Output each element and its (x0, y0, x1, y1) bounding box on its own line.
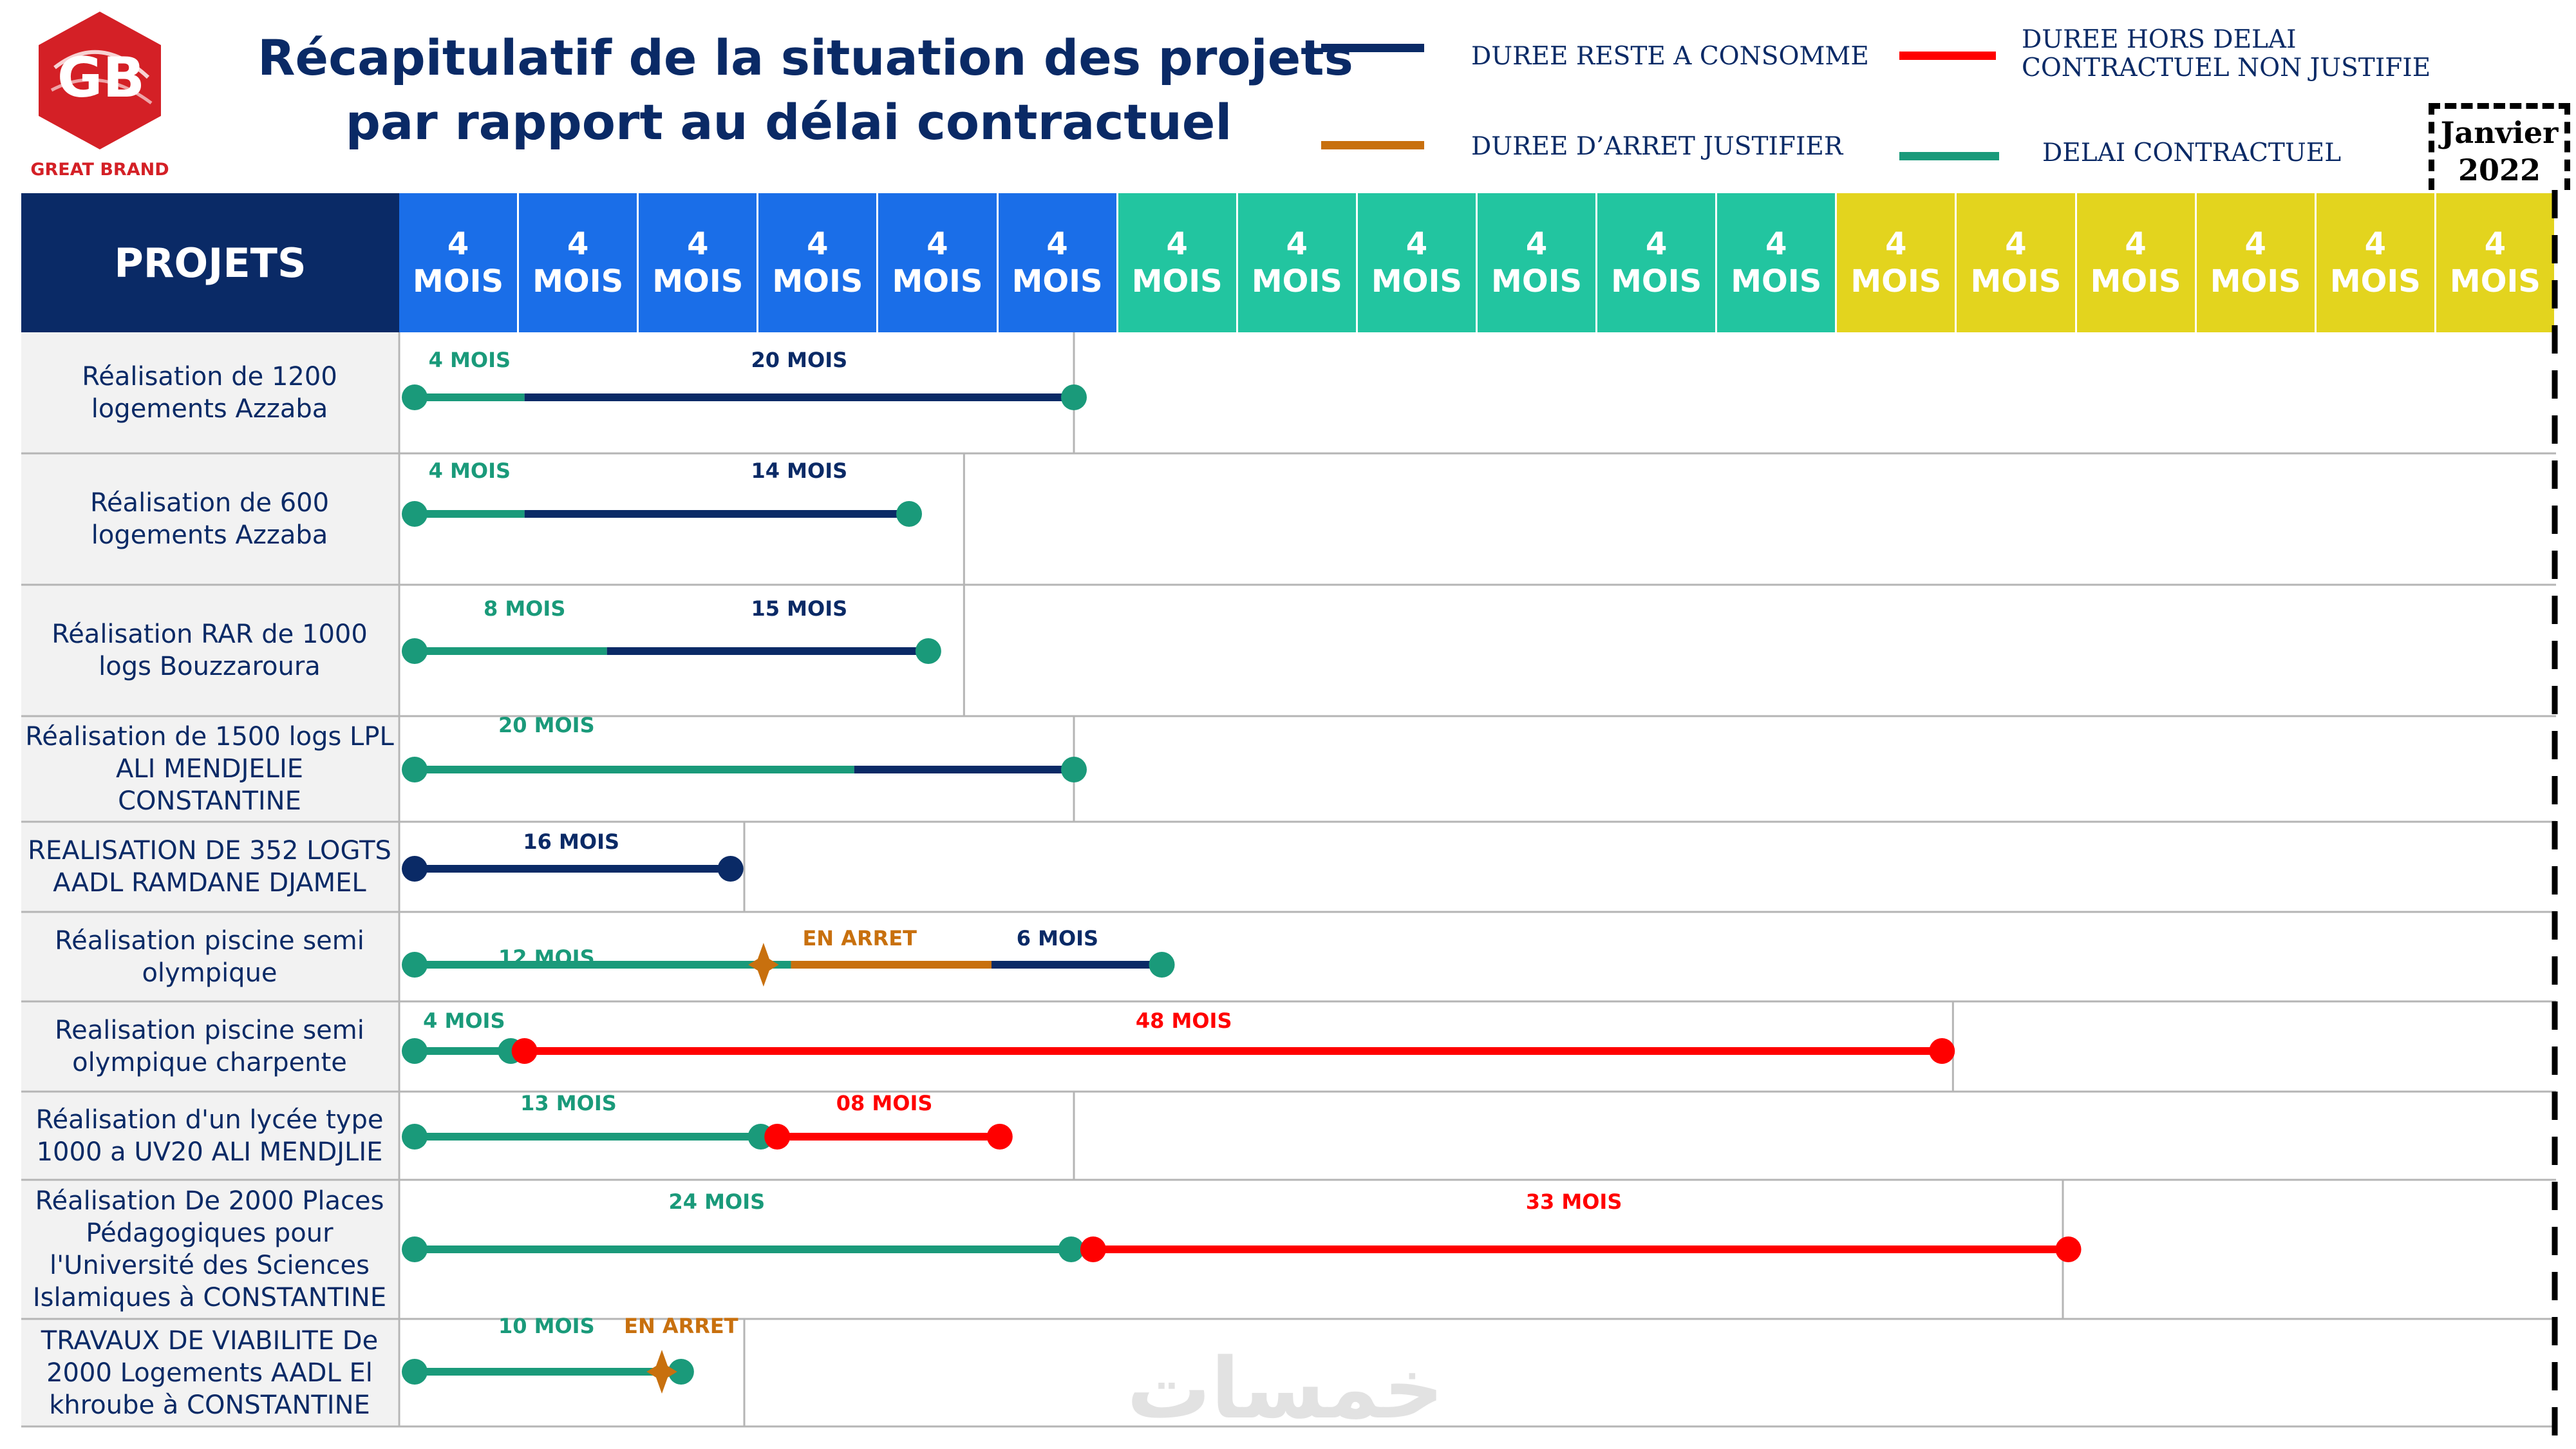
project-label: Réalisation de 600 logements Azzaba (21, 453, 398, 585)
legend-swatch-reste (1321, 44, 1424, 52)
month-header-cell: 4 MOIS (1118, 193, 1238, 332)
bar-duration-label: 33 MOIS (1526, 1189, 1622, 1214)
project-label: Réalisation RAR de 1000 logs Bouzzaroura (21, 585, 398, 716)
bar-marker-contractuel (1149, 952, 1175, 978)
bar-duration-label: 4 MOIS (429, 348, 511, 372)
bar-marker-contractuel (915, 638, 941, 664)
bar-marker-contractuel (1058, 1236, 1084, 1262)
bar-duration-label: 48 MOIS (1136, 1009, 1232, 1033)
month-header-cell: 4 MOIS (1837, 193, 1957, 332)
month-header-cell: 4 MOIS (2196, 193, 2317, 332)
great-brand-logo: GB GREAT BRAND (30, 12, 169, 180)
month-header-cell: 4 MOIS (1478, 193, 1598, 332)
bar-duration-label: 8 MOIS (484, 596, 565, 621)
legend-swatch-contractuel (1899, 152, 1999, 160)
bar-marker-contractuel (402, 501, 428, 527)
bar-marker-hors (1929, 1038, 1955, 1064)
month-header-cell: 4 MOIS (519, 193, 639, 332)
bar-duration-label: EN ARRET (624, 1314, 738, 1338)
bar-duration-label: EN ARRET (802, 926, 917, 951)
project-label: Réalisation de 1200 logements Azzaba (21, 332, 398, 453)
month-header-cell: 4 MOIS (639, 193, 759, 332)
project-label: Réalisation piscine semi olympique (21, 912, 398, 1001)
bar-marker-hors (511, 1038, 538, 1064)
bar-duration-label: 08 MOIS (836, 1091, 933, 1115)
month-header-cell: 4 MOIS (1957, 193, 2077, 332)
month-header-cell: 4 MOIS (1717, 193, 1838, 332)
project-label: Réalisation d'un lycée type 1000 a UV20 … (21, 1092, 398, 1180)
bar-duration-label: 4 MOIS (423, 1009, 505, 1033)
bar-marker-hors (764, 1124, 791, 1150)
legend-swatch-hors (1899, 52, 1996, 60)
bar-marker-contractuel (402, 1124, 428, 1150)
month-header-cell: 4 MOIS (878, 193, 999, 332)
project-label: Realisation piscine semi olympique charp… (21, 1001, 398, 1092)
project-label: Réalisation de 1500 logs LPL ALI MENDJEL… (21, 716, 398, 822)
bar-marker-contractuel (402, 384, 428, 410)
legend-label-hors: DUREE HORS DELAI CONTRACTUEL NON JUSTIFI… (2022, 25, 2431, 82)
bar-marker-contractuel (1061, 384, 1087, 410)
logo-initials: GB (57, 46, 145, 110)
month-header-cell: 4 MOIS (998, 193, 1118, 332)
bar-marker-contractuel (896, 501, 922, 527)
bar-marker-reste (402, 856, 428, 882)
bar-marker-contractuel (1061, 757, 1087, 782)
project-label: Réalisation De 2000 Places Pédagogiques … (21, 1180, 398, 1319)
arret-marker (748, 943, 779, 987)
logo-name: GREAT BRAND (30, 160, 169, 180)
bar-duration-label: 24 MOIS (668, 1189, 765, 1214)
project-label: REALISATION DE 352 LOGTS AADL RAMDANE DJ… (21, 822, 398, 912)
bar-duration-label: 6 MOIS (1017, 926, 1098, 951)
month-header-cell: 4 MOIS (399, 193, 520, 332)
cutoff-month: Janvier (2440, 115, 2559, 150)
bar-marker-contractuel (402, 1236, 428, 1262)
month-header-cell: 4 MOIS (1357, 193, 1478, 332)
legend-label-arret: DUREE D’ARRET JUSTIFIER (1471, 132, 1843, 161)
bar-duration-label: 4 MOIS (429, 459, 511, 483)
page-title: Récapitulatif de la situation des projet… (258, 26, 1353, 155)
bar-marker-hors (1080, 1236, 1106, 1262)
month-header-cell: 4 MOIS (1597, 193, 1718, 332)
legend-label-reste: DUREE RESTE A CONSOMME (1471, 42, 1869, 71)
legend-label-contractuel: DELAI CONTRACTUEL (2042, 138, 2342, 167)
bar-duration-label: 13 MOIS (520, 1091, 617, 1115)
bar-duration-label: 12 MOIS (498, 945, 595, 970)
bar-marker-contractuel (402, 1038, 428, 1064)
legend-swatch-arret (1321, 141, 1424, 149)
month-header-cell: 4 MOIS (1237, 193, 1358, 332)
month-header-cell: 4 MOIS (2076, 193, 2197, 332)
bar-duration-label: 10 MOIS (498, 1314, 595, 1338)
project-label: TRAVAUX DE VIABILITE De 2000 Logements A… (21, 1319, 398, 1426)
bar-duration-label: 14 MOIS (751, 459, 847, 483)
month-header-cell: 4 MOIS (758, 193, 879, 332)
cutoff-year: 2022 (2458, 153, 2541, 187)
projets-header: PROJETS (21, 193, 399, 332)
month-header-cell: 4 MOIS (2316, 193, 2436, 332)
month-header-cell: 4 MOIS (2436, 193, 2556, 332)
bar-duration-label: 20 MOIS (751, 348, 847, 372)
bar-duration-label: 16 MOIS (523, 829, 619, 854)
bar-marker-hors (2055, 1236, 2082, 1262)
bar-marker-contractuel (402, 1359, 428, 1385)
bar-duration-label: 20 MOIS (498, 713, 595, 737)
cutoff-date-box: Janvier 2022 (2429, 103, 2570, 190)
bar-marker-contractuel (402, 952, 428, 978)
bar-marker-reste (717, 856, 744, 882)
bar-marker-contractuel (402, 757, 428, 782)
title-line-2: par rapport au délai contractuel (345, 93, 1232, 151)
bar-marker-hors (986, 1124, 1013, 1150)
title-line-1: Récapitulatif de la situation des projet… (258, 29, 1353, 86)
bar-marker-contractuel (402, 638, 428, 664)
arret-marker (646, 1350, 677, 1394)
bar-duration-label: 15 MOIS (751, 596, 847, 621)
watermark: خمسات (1127, 1340, 1444, 1437)
bar-marker-contractuel (668, 1359, 694, 1385)
